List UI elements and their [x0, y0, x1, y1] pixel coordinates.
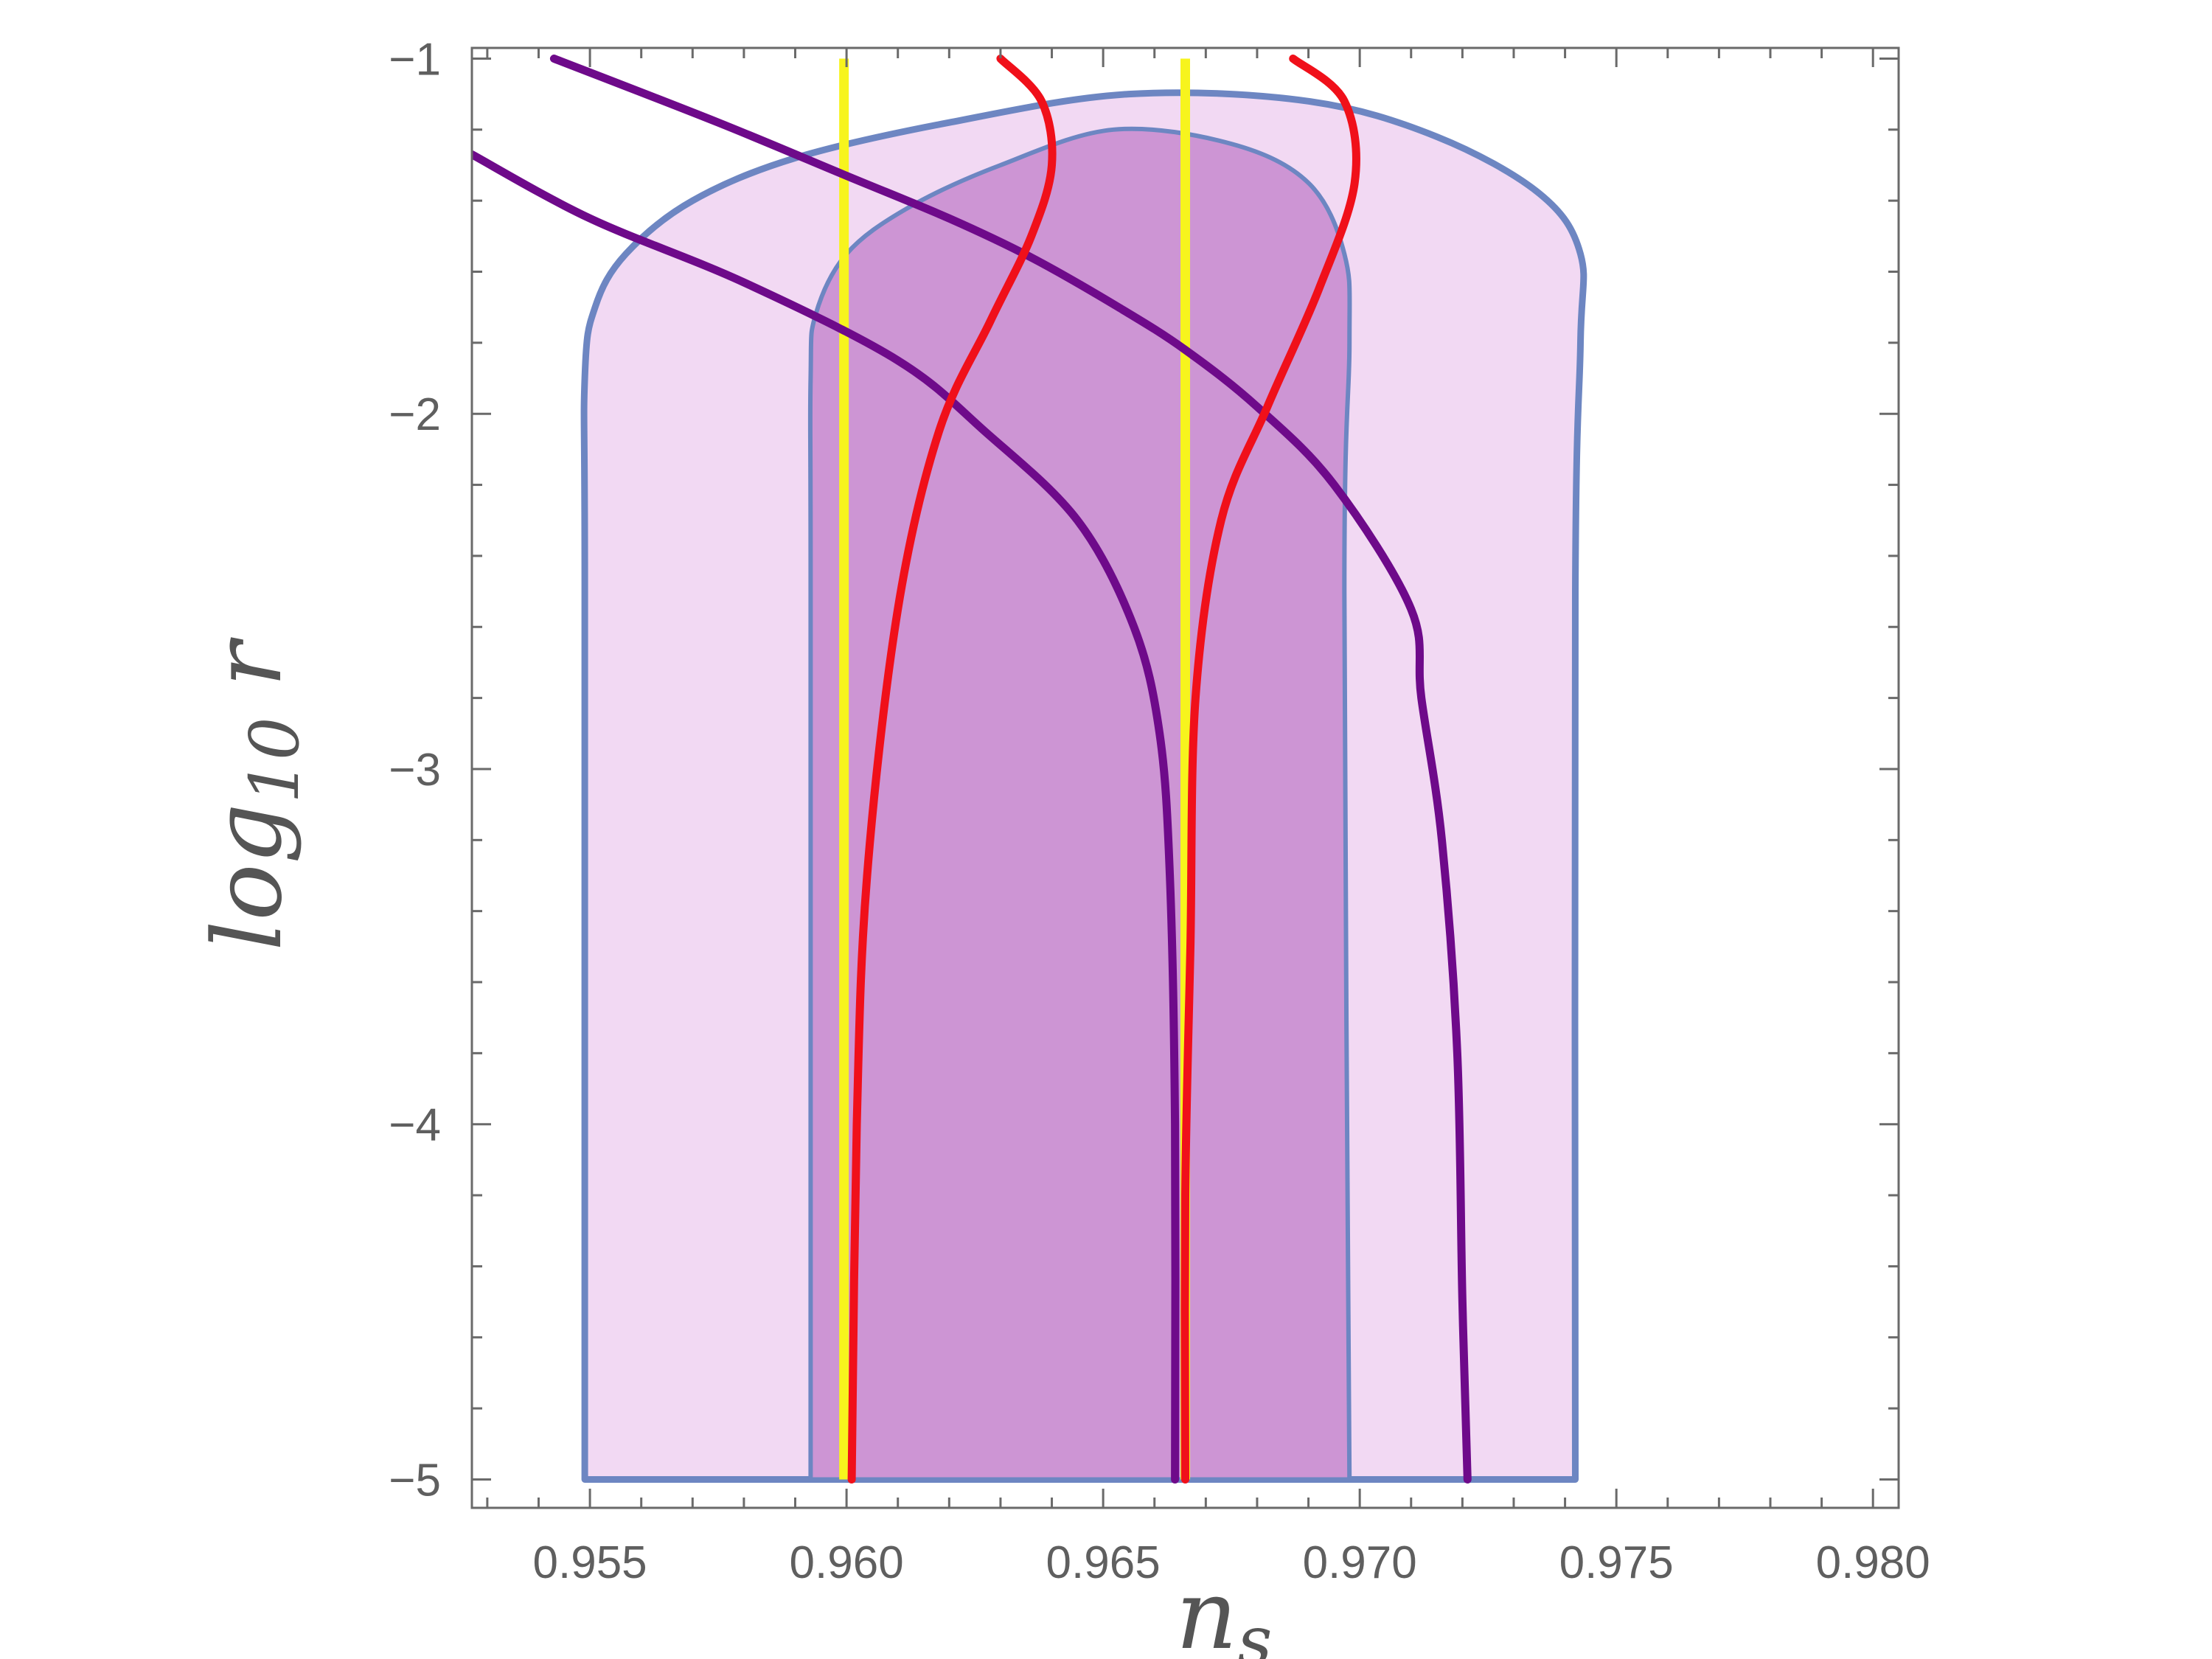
x-tick-label: 0.955 — [533, 1537, 647, 1588]
tick-labels: 0.955 0.960 0.965 0.970 0.975 0.980 −1 −2 −3 −4 −5 — [389, 34, 1930, 1588]
frame-rect — [470, 46, 1900, 1509]
confidence-regions — [580, 89, 1587, 1483]
region-inner — [807, 126, 1352, 1482]
y-tick-label: −1 — [389, 34, 441, 85]
red-curve-3 — [1180, 55, 1360, 1484]
axis-ticks — [472, 48, 1899, 1508]
x-tick-label: 0.960 — [790, 1537, 904, 1588]
y-tick-label: −2 — [389, 389, 441, 440]
purple-curve-0 — [549, 55, 1472, 1484]
red-curve-2 — [847, 55, 1057, 1484]
y-axis-label: log10 r — [193, 637, 314, 951]
x-tick-label: 0.970 — [1303, 1537, 1417, 1588]
y-tick-label: −3 — [389, 745, 441, 796]
purple-curve-1 — [472, 150, 1180, 1484]
x-tick-label: 0.975 — [1559, 1537, 1674, 1588]
x-axis-label: ns — [1176, 1559, 1273, 1659]
plot-frame — [470, 46, 1900, 1509]
x-tick-label: 0.980 — [1816, 1537, 1930, 1588]
model-curves — [472, 55, 1472, 1484]
y-tick-label: −4 — [389, 1100, 441, 1151]
x-tick-label: 0.965 — [1046, 1537, 1161, 1588]
y-tick-label: −5 — [389, 1455, 441, 1506]
